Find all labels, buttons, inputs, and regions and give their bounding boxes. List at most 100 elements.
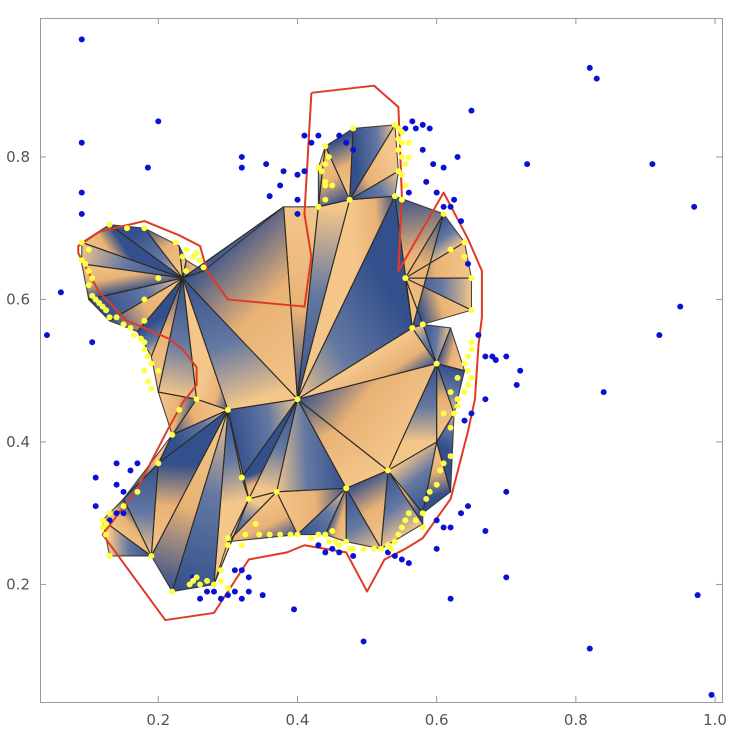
boundary-point xyxy=(398,153,405,160)
outside-point xyxy=(492,357,499,363)
boundary-point xyxy=(391,538,398,545)
boundary-point xyxy=(141,317,148,324)
mesh-triangle xyxy=(123,463,159,556)
boundary-point xyxy=(461,253,468,260)
boundary-point xyxy=(384,467,391,474)
boundary-point xyxy=(329,182,336,189)
outside-point xyxy=(482,396,489,403)
boundary-point xyxy=(193,574,200,581)
mesh-triangle xyxy=(109,278,183,332)
boundary-point xyxy=(183,246,190,253)
region-outline-layer xyxy=(77,84,483,622)
boundary-point xyxy=(82,260,89,267)
boundary-point xyxy=(238,542,245,549)
mesh-triangle xyxy=(276,488,347,535)
boundary-point xyxy=(120,503,127,510)
mesh-edge xyxy=(227,409,250,500)
boundary-point xyxy=(468,275,475,282)
boundary-point xyxy=(468,307,475,314)
boundary-point xyxy=(447,453,454,460)
outside-point xyxy=(482,353,489,360)
mesh-triangle xyxy=(172,399,228,435)
boundary-point xyxy=(402,161,409,168)
boundary-point xyxy=(193,396,200,403)
outside-point xyxy=(464,260,471,267)
outside-point xyxy=(315,542,322,549)
outside-point xyxy=(43,332,50,339)
outside-point xyxy=(524,161,531,168)
outside-point xyxy=(440,524,447,531)
boundary-point xyxy=(155,460,162,467)
boundary-point xyxy=(141,367,148,374)
boundary-point xyxy=(103,531,110,538)
x-tick-label: 1.0 xyxy=(703,711,727,729)
mesh-triangle xyxy=(283,206,319,400)
outside-point xyxy=(517,367,524,374)
outside-point xyxy=(245,574,252,581)
boundary-point xyxy=(155,367,162,374)
boundary-point xyxy=(464,381,471,388)
boundary-point xyxy=(85,282,92,289)
y-tick-label: 0.6 xyxy=(6,290,30,308)
boundary-point xyxy=(325,153,332,160)
outside-point xyxy=(113,510,120,517)
outside-point xyxy=(127,467,134,474)
outside-point xyxy=(155,118,162,125)
boundary-point xyxy=(148,552,155,559)
boundary-point xyxy=(245,495,252,502)
boundary-point xyxy=(106,510,113,517)
outside-point xyxy=(245,588,252,595)
outside-point xyxy=(433,545,440,552)
boundary-point xyxy=(350,545,357,552)
mesh-edge xyxy=(349,170,399,201)
mesh-triangle xyxy=(213,409,249,585)
boundary-point xyxy=(336,542,343,549)
boundary-point xyxy=(127,324,134,331)
boundary-point xyxy=(224,406,231,413)
boundary-point xyxy=(405,510,412,517)
outside-point xyxy=(586,645,593,652)
boundary-point xyxy=(423,495,430,502)
outside-point xyxy=(217,595,224,602)
outside-points xyxy=(43,36,715,698)
boundary-point xyxy=(179,253,186,260)
mesh-triangle xyxy=(405,213,444,328)
x-tick-label: 0.8 xyxy=(564,711,588,729)
outside-point xyxy=(259,592,266,599)
mesh-triangle xyxy=(137,278,183,357)
boundary-point xyxy=(322,161,329,168)
boundary-point xyxy=(325,538,332,545)
boundary-point xyxy=(78,239,85,246)
outside-point xyxy=(503,353,510,360)
outside-point xyxy=(322,549,329,556)
boundary-point xyxy=(294,396,301,403)
boundary-point xyxy=(322,531,329,538)
boundary-point xyxy=(433,481,440,488)
outside-point xyxy=(92,503,99,510)
boundary-point xyxy=(277,531,284,538)
outside-point xyxy=(447,595,454,602)
outside-point xyxy=(451,196,458,203)
mesh-triangle xyxy=(182,260,204,279)
boundary-point xyxy=(148,360,155,367)
mesh-triangle xyxy=(81,224,183,279)
x-tick-label: 0.2 xyxy=(146,711,170,729)
boundary-point xyxy=(468,339,475,346)
outside-point xyxy=(461,417,468,424)
boundary-point xyxy=(451,410,458,417)
outside-point xyxy=(708,691,715,698)
boundary-point xyxy=(322,182,329,189)
boundary-point xyxy=(343,538,350,545)
outside-point xyxy=(458,510,465,517)
boundary-point xyxy=(447,246,454,253)
boundary-point xyxy=(461,239,468,246)
boundary-point xyxy=(405,153,412,160)
boundary-point xyxy=(419,510,426,517)
mesh-triangle xyxy=(422,324,451,364)
boundary-point xyxy=(315,531,322,538)
boundary-point xyxy=(346,196,353,203)
boundary-point xyxy=(294,531,301,538)
outside-point xyxy=(144,164,151,171)
outside-point xyxy=(593,75,600,82)
mesh-fill xyxy=(81,124,472,592)
